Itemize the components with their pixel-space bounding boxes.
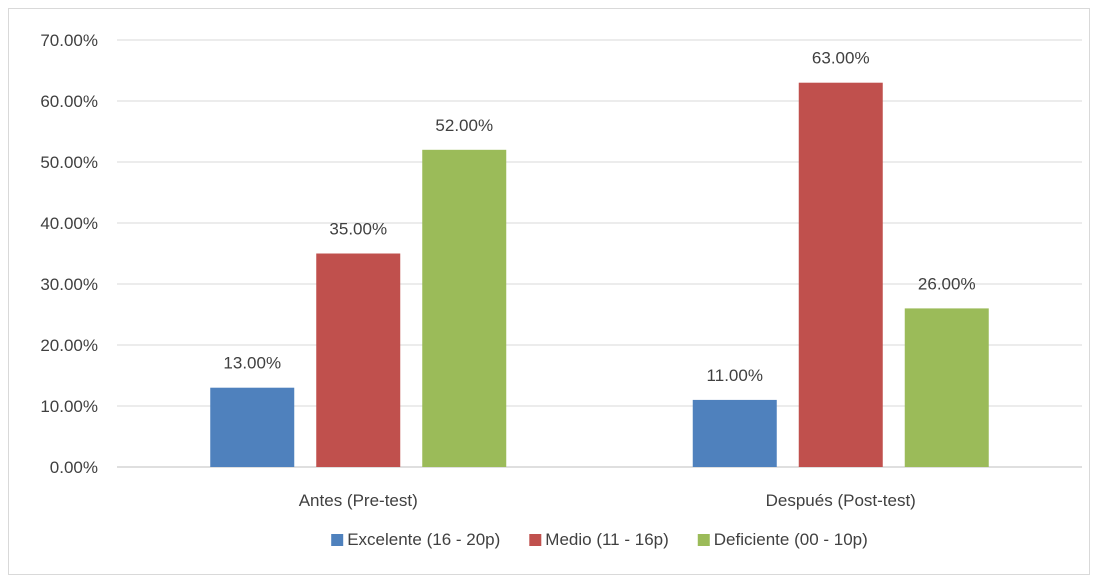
bar xyxy=(210,387,295,467)
bar xyxy=(422,149,507,468)
y-tick-label: 70.00% xyxy=(40,31,98,50)
data-label: 63.00% xyxy=(812,49,870,68)
legend-label: Medio (11 - 16p) xyxy=(545,530,668,549)
legend-label: Excelente (16 - 20p) xyxy=(347,530,500,549)
bar xyxy=(798,82,883,467)
x-category-label: Después (Post-test) xyxy=(766,491,916,510)
x-axis-categories: Antes (Pre-test) Después (Post-test) xyxy=(299,491,916,510)
y-axis-ticks: 0.00% 10.00% 20.00% 30.00% 40.00% 50.00% 60.00… xyxy=(40,31,98,477)
data-label: 26.00% xyxy=(918,274,976,293)
y-tick-label: 50.00% xyxy=(40,153,98,172)
data-label: 11.00% xyxy=(707,366,763,385)
y-tick-label: 60.00% xyxy=(40,92,98,111)
data-labels: 13.00% 35.00% 52.00% 11.00% 63.00% 26.00% xyxy=(223,49,975,385)
legend: Excelente (16 - 20p) Medio (11 - 16p) Defi… xyxy=(331,530,868,549)
chart-frame xyxy=(8,8,1090,575)
bars xyxy=(210,82,989,468)
bar xyxy=(316,253,401,467)
legend-label: Deficiente (00 - 10p) xyxy=(714,530,868,549)
bar xyxy=(692,399,777,467)
data-label: 52.00% xyxy=(435,116,493,135)
bar xyxy=(904,308,989,467)
legend-item: Excelente (16 - 20p) xyxy=(331,530,500,549)
legend-swatch xyxy=(697,534,710,546)
x-category-label: Antes (Pre-test) xyxy=(299,491,418,510)
y-tick-label: 0.00% xyxy=(50,458,98,477)
data-label: 35.00% xyxy=(329,220,387,239)
y-tick-label: 30.00% xyxy=(40,275,98,294)
legend-swatch xyxy=(331,534,344,546)
legend-swatch xyxy=(529,534,542,546)
y-tick-label: 10.00% xyxy=(40,397,98,416)
legend-item: Medio (11 - 16p) xyxy=(529,530,669,549)
y-tick-label: 20.00% xyxy=(40,336,98,355)
data-label: 13.00% xyxy=(223,354,281,373)
legend-item: Deficiente (00 - 10p) xyxy=(697,530,868,549)
y-tick-label: 40.00% xyxy=(40,214,98,233)
